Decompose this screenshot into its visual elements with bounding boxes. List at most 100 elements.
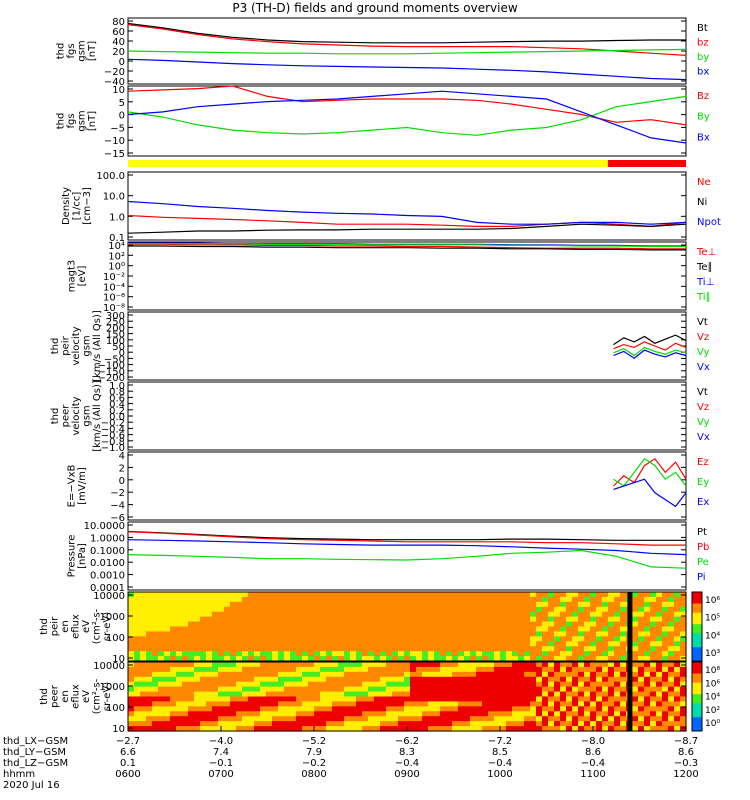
heatmap-cell [242, 611, 249, 618]
heatmap-cell [350, 691, 357, 698]
heatmap-cell [386, 611, 393, 618]
heatmap-cell [644, 596, 651, 603]
heatmap-cell [602, 651, 609, 657]
heatmap-cell [602, 616, 609, 623]
heatmap-cell [320, 611, 327, 618]
heatmap-cell [428, 596, 435, 603]
heatmap-cell [482, 636, 489, 642]
heatmap-cell [566, 592, 573, 598]
heatmap-cell [386, 681, 393, 688]
heatmap-cell [512, 726, 519, 732]
heatmap-cell [416, 626, 423, 633]
heatmap-cell [338, 636, 345, 642]
heatmap-cell [530, 626, 537, 633]
y-tick-label: 0.0100 [90, 558, 125, 569]
heatmap-cell [254, 631, 261, 637]
colorbar-cell [692, 601, 702, 604]
series-line-Ex [613, 478, 687, 508]
heatmap-cell [236, 711, 243, 717]
heatmap-cell [620, 716, 627, 722]
heatmap-cell [560, 601, 567, 608]
heatmap-cell [668, 621, 675, 628]
x-tick-label: 8.6 [585, 747, 601, 758]
heatmap-cell [428, 631, 435, 637]
heatmap-cell [176, 621, 183, 628]
heatmap-cell [434, 626, 441, 633]
heatmap-cell [314, 606, 321, 613]
heatmap-cell [410, 596, 417, 603]
heatmap-cell [500, 631, 507, 637]
heatmap-cell [464, 646, 471, 652]
heatmap-cell [494, 651, 501, 657]
heatmap-cell [680, 621, 687, 628]
heatmap-cell [350, 606, 357, 613]
heatmap-cell [410, 691, 417, 698]
heatmap-cell [338, 701, 345, 707]
heatmap-cell [416, 671, 423, 678]
y-axis-label-line: eflux [71, 614, 82, 639]
heatmap-cell [140, 686, 147, 693]
heatmap-cell [158, 671, 165, 678]
heatmap-cell [188, 671, 195, 678]
heatmap-cell [668, 662, 675, 668]
heatmap-cell [542, 626, 549, 633]
legend-entry: Vz [697, 402, 709, 413]
colorbar-tick-label: 10⁰ [705, 719, 720, 729]
heatmap-cell [404, 721, 411, 727]
heatmap-cell [212, 701, 219, 707]
heatmap-cell [644, 656, 651, 662]
heatmap-cell [680, 671, 687, 678]
heatmap-cell [284, 636, 291, 642]
heatmap-cell [578, 631, 585, 637]
heatmap-cell [236, 681, 243, 688]
heatmap-cell [650, 611, 657, 618]
heatmap-cell [356, 596, 363, 603]
heatmap-cell [314, 601, 321, 608]
x-tick-label: −0.4 [581, 758, 605, 769]
heatmap-cell [584, 611, 591, 618]
heatmap-cell [128, 666, 135, 673]
heatmap-cell [656, 686, 663, 693]
heatmap-cell [230, 656, 237, 662]
heatmap-cell [260, 656, 267, 662]
heatmap-cell [542, 696, 549, 703]
heatmap-cell [410, 616, 417, 623]
heatmap-cell [602, 641, 609, 647]
heatmap-cell [158, 646, 165, 652]
heatmap-cell [278, 726, 285, 732]
heatmap-cell [158, 666, 165, 673]
heatmap-cell [536, 636, 543, 642]
heatmap-cell [434, 701, 441, 707]
heatmap-cell [146, 636, 153, 642]
heatmap-cell [302, 696, 309, 703]
heatmap-cell [158, 701, 165, 707]
heatmap-cell [446, 616, 453, 623]
heatmap-cell [476, 676, 483, 683]
heatmap-cell [536, 676, 543, 683]
heatmap-cell [644, 606, 651, 613]
heatmap-cell [182, 641, 189, 647]
heatmap-cell [590, 616, 597, 623]
heatmap-cell [254, 616, 261, 623]
heatmap-cell [254, 691, 261, 698]
heatmap-cell [572, 611, 579, 618]
heatmap-cell [332, 646, 339, 652]
heatmap-cell [416, 656, 423, 662]
heatmap-cell [380, 651, 387, 657]
legend-entry: Pi [697, 572, 706, 583]
heatmap-cell [182, 706, 189, 712]
panel-mode-bar [128, 160, 686, 167]
legend-entry: Te∥ [696, 262, 713, 273]
heatmap-cell [146, 601, 153, 608]
colorbar-cell [692, 656, 702, 660]
heatmap-cell [272, 706, 279, 712]
heatmap-cell [230, 676, 237, 683]
heatmap-cell [506, 626, 513, 633]
heatmap-cell [644, 631, 651, 637]
heatmap-cell [668, 636, 675, 642]
heatmap-cell [350, 592, 357, 598]
heatmap-cell [206, 716, 213, 722]
heatmap-cell [290, 592, 297, 598]
heatmap-cell [356, 716, 363, 722]
